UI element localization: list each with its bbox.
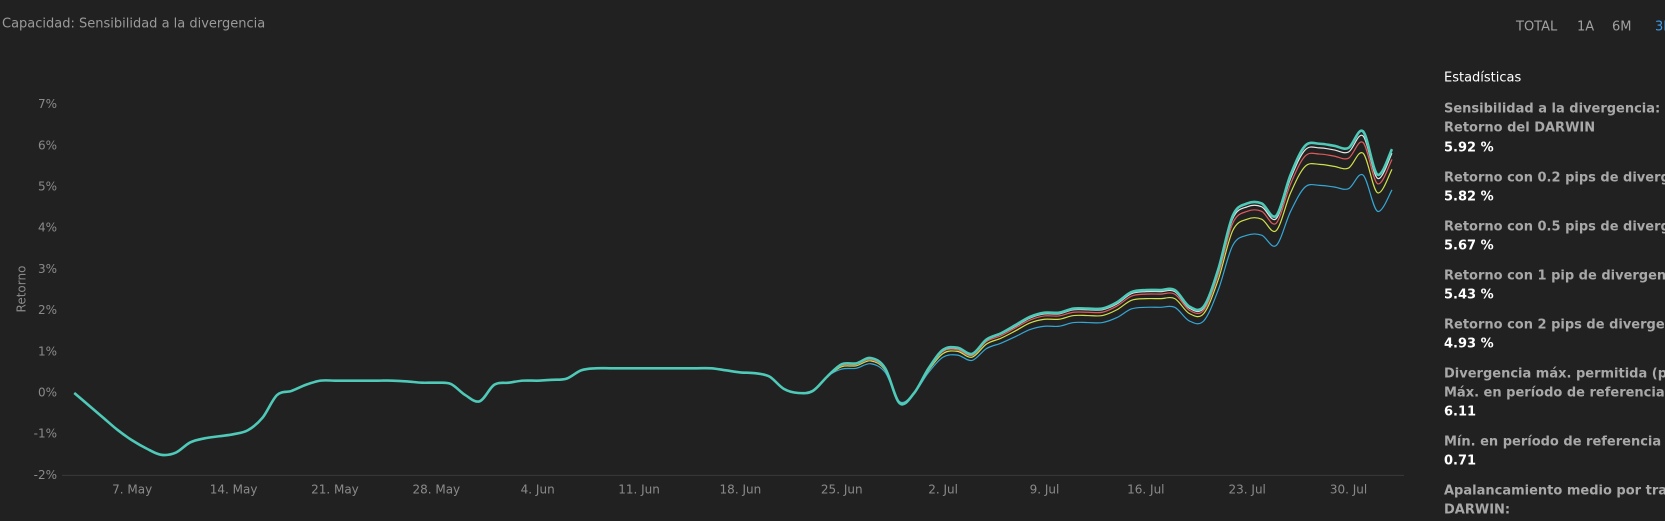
y-tick-label: 2%: [38, 303, 57, 317]
y-tick-label: 7%: [38, 97, 57, 111]
x-tick-label: 2. Jul: [928, 483, 958, 497]
stat-value: 5.92 %: [1444, 141, 1494, 156]
stat-label: Apalancamiento medio por trade de: [1444, 484, 1665, 499]
series-line: [73, 134, 1393, 456]
stats-title: Estadísticas: [1444, 71, 1522, 86]
x-tick-label: 14. May: [210, 483, 258, 497]
stat-label: Retorno con 2 pips de divergencia: [1444, 318, 1665, 333]
stat-value: 5.82 %: [1444, 190, 1494, 205]
x-tick-label: 9. Jul: [1030, 483, 1060, 497]
stat-value: 5.67 %: [1444, 239, 1494, 254]
series-line: [73, 141, 1393, 456]
y-tick-label: 5%: [38, 180, 57, 194]
x-tick-label: 21. May: [311, 483, 359, 497]
y-tick-label: -2%: [34, 468, 57, 482]
stat-label: Sensibilidad a la divergencia:: [1444, 102, 1660, 117]
y-tick-label: 4%: [38, 221, 57, 235]
tab[interactable]: TOTAL: [1515, 20, 1558, 35]
x-tick-label: 16. Jul: [1127, 483, 1164, 497]
y-axis-label: Retorno: [15, 266, 29, 313]
series-line: [73, 129, 1394, 457]
x-tick-label: 23. Jul: [1229, 483, 1266, 497]
stat-value: 6.11: [1444, 405, 1476, 420]
stat-label: Retorno con 0.5 pips de divergencia: [1444, 220, 1665, 235]
x-tick-label: 25. Jun: [821, 483, 863, 497]
y-tick-label: 3%: [38, 262, 57, 276]
stat-label: Divergencia máx. permitida (pips):: [1444, 367, 1665, 382]
y-tick-label: -1%: [34, 427, 57, 441]
tab[interactable]: 6M: [1612, 20, 1632, 35]
stat-label: DARWIN:: [1444, 503, 1510, 518]
stat-label: Máx. en período de referencia: [1444, 386, 1665, 401]
tab[interactable]: 1A: [1577, 20, 1594, 35]
stat-value: 5.43 %: [1444, 288, 1494, 303]
page-title: Capacidad: Sensibilidad a la divergencia: [2, 17, 265, 32]
stat-value: 4.93 %: [1444, 337, 1494, 352]
y-tick-label: 6%: [38, 138, 57, 152]
x-tick-label: 18. Jun: [720, 483, 762, 497]
series-line: [73, 173, 1393, 456]
series-line: [73, 151, 1393, 456]
x-tick-label: 4. Jun: [521, 483, 555, 497]
stat-label: Mín. en período de referencia: [1444, 435, 1661, 450]
y-tick-label: 1%: [38, 344, 57, 358]
x-tick-label: 30. Jul: [1330, 483, 1367, 497]
x-tick-label: 11. Jun: [618, 483, 660, 497]
stat-label: Retorno con 0.2 pips de divergencia: [1444, 171, 1665, 186]
x-tick-label: 7. May: [112, 483, 152, 497]
stat-label: Retorno con 1 pip de divergencia: [1444, 269, 1665, 284]
x-tick-label: 28. May: [412, 483, 460, 497]
stat-label: Retorno del DARWIN: [1444, 121, 1595, 136]
y-tick-label: 0%: [38, 386, 57, 400]
stat-value: 0.71: [1444, 454, 1476, 469]
tab-active[interactable]: 3M: [1655, 20, 1665, 35]
